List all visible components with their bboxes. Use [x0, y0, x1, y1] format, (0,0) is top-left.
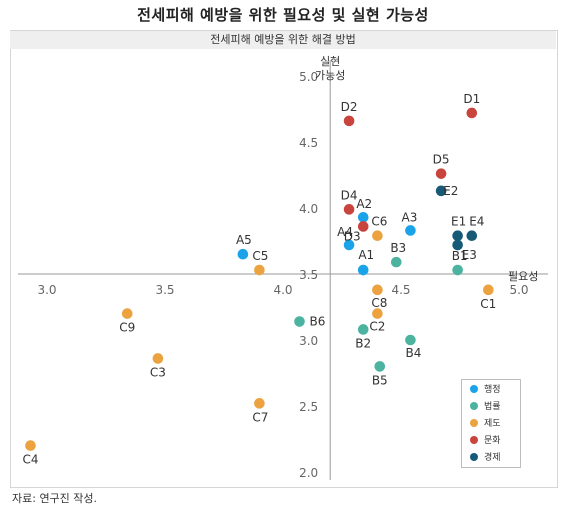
- point-A3: [405, 225, 416, 236]
- point-label-D2: D2: [341, 100, 358, 114]
- point-E1: [452, 230, 463, 242]
- point-B2: [357, 324, 369, 335]
- point-label-C1: C1: [480, 297, 496, 311]
- point-C8: [372, 284, 383, 296]
- point-A4: [343, 239, 355, 251]
- source-note: 자료: 연구진 작성.: [12, 492, 98, 505]
- point-label-B6: B6: [310, 315, 326, 329]
- point-label-D1: D1: [463, 92, 480, 106]
- legend-marker: [470, 418, 478, 427]
- point-B6: [294, 316, 305, 327]
- point-E2: [435, 185, 447, 197]
- y-tick-label: 2.5: [299, 400, 318, 414]
- point-label-B5: B5: [372, 373, 388, 387]
- point-label-C4: C4: [22, 453, 38, 467]
- point-label-C6: C6: [371, 215, 387, 229]
- point-D2: [343, 115, 355, 127]
- point-label-C7: C7: [252, 410, 268, 424]
- point-C7: [254, 398, 265, 409]
- point-D1: [466, 107, 478, 119]
- legend-label: 제도: [484, 419, 501, 429]
- legend-marker: [470, 401, 478, 410]
- chart-subtitle: 전세피해 예방을 위한 해결 방법: [10, 31, 556, 49]
- y-tick-label: 3.5: [299, 268, 318, 282]
- y-tick-label: 3.0: [299, 334, 318, 348]
- point-label-D3: D3: [344, 229, 361, 243]
- legend-label: 법률: [484, 402, 501, 412]
- point-label-A1: A1: [358, 248, 374, 262]
- point-label-B3: B3: [390, 241, 406, 255]
- point-A1: [357, 264, 369, 276]
- x-tick-label: 5.0: [509, 283, 528, 297]
- y-axis-title-line1: 실현: [320, 55, 340, 68]
- legend-label: 경제: [484, 453, 501, 463]
- point-B3: [390, 256, 402, 268]
- point-label-E3: E3: [462, 248, 477, 262]
- point-B4: [405, 334, 416, 346]
- y-tick-label: 4.5: [299, 136, 318, 150]
- point-label-C3: C3: [150, 365, 166, 379]
- point-label-C5: C5: [252, 249, 268, 263]
- point-label-C8: C8: [371, 296, 387, 310]
- legend-item: 제도: [462, 414, 520, 431]
- point-label-A2: A2: [356, 197, 372, 211]
- legend-label: 문화: [484, 436, 501, 446]
- point-label-B2: B2: [355, 336, 371, 350]
- point-A2: [357, 211, 369, 223]
- legend-marker: [470, 435, 478, 444]
- x-tick-label: 4.5: [391, 283, 410, 297]
- point-D5: [435, 168, 447, 179]
- point-D3: [357, 221, 369, 232]
- point-label-A5: A5: [236, 233, 252, 247]
- point-C3: [152, 353, 164, 364]
- x-tick-label: 4.0: [273, 283, 292, 297]
- point-E3: [452, 239, 463, 251]
- point-E4: [466, 230, 478, 242]
- point-B1: [452, 264, 463, 276]
- legend-item: 법률: [462, 397, 520, 414]
- point-label-E1: E1: [451, 215, 466, 229]
- point-label-B4: B4: [406, 346, 422, 360]
- chart-title: 전세피해 예방을 위한 필요성 및 실현 가능성: [137, 6, 429, 24]
- point-C2: [372, 308, 383, 319]
- point-label-A3: A3: [402, 210, 418, 224]
- y-axis-title-line2: 가능성: [315, 69, 345, 82]
- legend-item: 문화: [462, 431, 520, 448]
- point-label-B1: B1: [452, 249, 468, 263]
- point-label-D4: D4: [341, 188, 358, 202]
- point-label-C2: C2: [369, 320, 385, 334]
- x-axis-title: 필요성: [508, 270, 538, 283]
- point-label-D5: D5: [433, 153, 450, 167]
- legend-marker: [470, 384, 478, 393]
- y-tick-label: 5.0: [299, 70, 318, 84]
- legend-item: 경제: [462, 448, 520, 465]
- legend-label: 행정: [484, 385, 501, 395]
- point-B5: [374, 361, 386, 372]
- point-C9: [121, 308, 133, 319]
- point-D4: [343, 204, 355, 215]
- point-A5: [237, 248, 249, 260]
- point-label-A4: A4: [337, 225, 353, 239]
- y-tick-label: 2.0: [299, 466, 318, 480]
- legend-item: 행정: [462, 380, 520, 397]
- y-tick-label: 4.0: [299, 202, 318, 216]
- point-C4: [25, 440, 36, 451]
- point-label-E2: E2: [443, 184, 458, 198]
- point-C5: [254, 264, 265, 276]
- legend-marker: [470, 452, 478, 461]
- point-label-E4: E4: [469, 215, 484, 229]
- point-C1: [483, 284, 494, 296]
- x-tick-label: 3.0: [37, 283, 56, 297]
- point-C6: [372, 230, 383, 242]
- point-label-C9: C9: [119, 321, 135, 335]
- x-tick-label: 3.5: [155, 283, 174, 297]
